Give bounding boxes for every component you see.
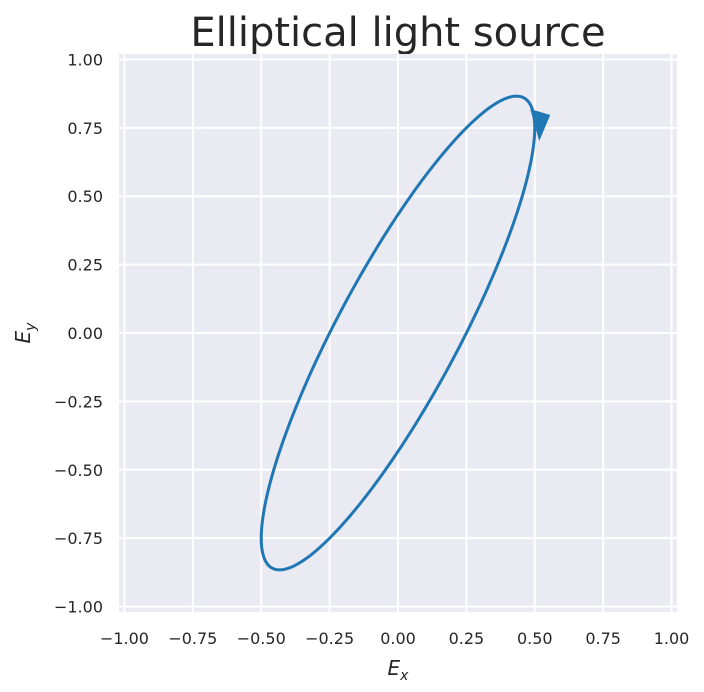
y-axis-label-group: Ey (11, 322, 39, 344)
y-axis-label-sub: y (23, 322, 39, 332)
x-tick-label: 0.75 (585, 629, 621, 648)
x-tick-label: −0.50 (237, 629, 286, 648)
x-tick-label: 0.00 (380, 629, 416, 648)
direction-arrow (530, 109, 551, 142)
y-tick-label: 0.00 (67, 324, 103, 343)
x-axis-label-main: E (388, 656, 401, 680)
x-tick-label: −0.25 (305, 629, 354, 648)
x-tick-label: −1.00 (100, 629, 149, 648)
grid-lines (119, 54, 677, 612)
series-line (259, 94, 537, 572)
y-axis-label: Ey (11, 322, 39, 344)
x-tick-label: 1.00 (654, 629, 690, 648)
x-axis-label-sub: x (399, 668, 409, 684)
x-tick-label: 0.25 (449, 629, 485, 648)
y-tick-labels: −1.00 −0.75 −0.50 −0.25 0.00 0.25 0.50 0.75 1.00 (54, 50, 103, 616)
x-axis-label: Ex (388, 656, 410, 684)
y-tick-label: 0.75 (67, 119, 103, 138)
y-tick-label: 1.00 (67, 50, 103, 69)
chart-title: Elliptical light source (190, 10, 605, 56)
x-tick-labels: −1.00 −0.75 −0.50 −0.25 0.00 0.25 0.50 0.75 1.00 (100, 629, 689, 648)
y-tick-label: −1.00 (54, 598, 103, 617)
x-tick-label: −0.75 (168, 629, 217, 648)
y-axis-label-main: E (11, 330, 35, 343)
y-tick-label: 0.50 (67, 187, 103, 206)
y-tick-label: −0.75 (54, 529, 103, 548)
y-tick-label: 0.25 (67, 256, 103, 275)
x-tick-label: 0.50 (517, 629, 553, 648)
series-layer (259, 94, 551, 572)
y-tick-label: −0.50 (54, 461, 103, 480)
y-tick-label: −0.25 (54, 392, 103, 411)
